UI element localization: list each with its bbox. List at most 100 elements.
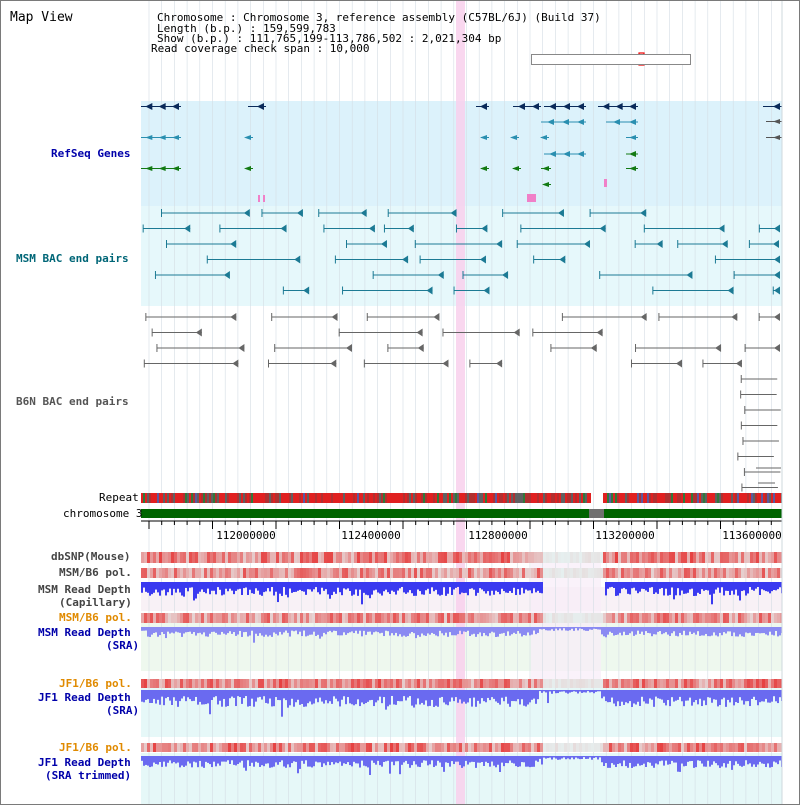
depth-bar [393,756,395,766]
depth-bar [445,627,447,633]
repeat-segment [651,493,653,503]
depth-bar [193,756,195,762]
depth-bar [639,756,641,766]
depth-bar [297,582,299,591]
depth-bar [409,756,411,768]
heat-cell [162,552,165,563]
depth-bar [557,690,559,694]
depth-bar [561,756,563,759]
heat-cell [399,613,402,623]
heat-cell [537,743,540,752]
depth-bar [753,690,755,697]
repeat-segment [755,493,757,503]
depth-bar [767,582,769,592]
depth-bar [239,627,241,631]
heat-cell [339,743,342,752]
depth-bar [523,627,525,636]
heat-cell [555,613,558,623]
depth-bar [771,582,773,592]
depth-bar [333,582,335,592]
depth-bar [415,582,417,596]
heat-cell [522,568,525,578]
depth-bar [233,627,235,633]
bac-end-arrow [483,286,490,295]
repeat-segment [193,493,195,503]
depth-bar [721,627,723,636]
gene-exon [257,103,264,110]
repeat-segment [465,493,467,503]
depth-bar [341,756,343,766]
heat-cell [768,743,771,752]
repeat-segment [703,493,705,503]
depth-bar [189,627,191,632]
depth-bar [645,756,647,767]
heat-cell [669,568,672,578]
heat-cell [207,613,210,623]
depth-bar [185,627,187,633]
repeat-segment [473,493,475,503]
repeat-segment [389,493,391,503]
depth-bar [729,756,731,761]
label-jf1-b6-pol-2: JF1/B6 pol. [59,741,132,754]
chromosome-ideogram[interactable] [531,54,691,65]
heat-cell [522,552,525,563]
depth-bar [289,582,291,589]
depth-bar [475,690,477,707]
heat-cell [591,613,594,623]
repeat-segment [371,493,373,503]
depth-bar [241,690,243,704]
depth-bar [295,690,297,703]
gene-exon [158,103,166,110]
bac-end-arrow [774,344,780,352]
depth-bar [455,690,457,698]
heat-cell [477,552,480,563]
heat-cell [399,679,402,688]
repeat-segment [317,493,319,503]
depth-bar [253,627,255,643]
heat-cell [591,679,594,688]
depth-bar [207,690,209,704]
depth-bar [645,582,647,591]
depth-bar [687,690,689,701]
heat-cell [192,679,195,688]
heat-cell [669,552,672,563]
depth-bar [331,582,333,596]
heat-cell [672,568,675,578]
depth-bar [463,582,465,594]
depth-bar [157,582,159,593]
heat-cell [546,552,549,563]
heat-cell [243,679,246,688]
depth-bar [749,582,751,588]
depth-bar [613,627,615,636]
depth-bar [413,582,415,596]
heat-cell [504,679,507,688]
depth-bar [767,627,769,636]
depth-bar [627,582,629,594]
depth-bar [633,756,635,767]
repeat-segment [395,493,397,503]
repeat-segment [301,493,303,503]
depth-bar [453,690,455,702]
depth-bar [417,690,419,699]
depth-bar [431,690,433,700]
depth-bar [219,690,221,701]
heat-cell [390,552,393,563]
heat-cell [462,613,465,623]
label-jf1-depth-sra-2: (SRA) [106,704,140,717]
depth-bar [373,756,375,763]
heat-cell [699,613,702,623]
depth-bar [279,690,281,701]
depth-bar [355,690,357,705]
depth-bar [765,582,767,592]
heat-cell [489,743,492,752]
depth-bar [347,690,349,698]
gene-exon [613,119,620,125]
depth-bar [741,627,743,637]
heat-cell [480,552,483,563]
heat-cell [258,568,261,578]
heat-cell [519,743,522,752]
depth-bar [483,690,485,702]
heat-cell [498,613,501,623]
heat-cell [294,613,297,623]
repeat-segment [355,493,357,503]
